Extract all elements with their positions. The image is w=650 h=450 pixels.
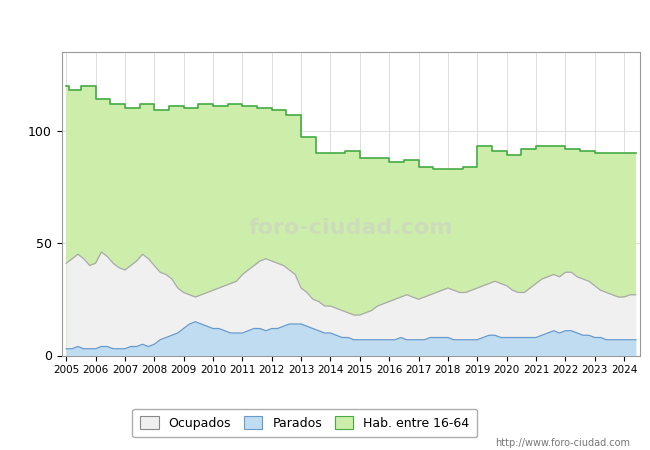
Text: Les Oluges - Evolucion de la poblacion en edad de Trabajar Mayo de 2024: Les Oluges - Evolucion de la poblacion e… xyxy=(79,17,571,30)
Legend: Ocupados, Parados, Hab. entre 16-64: Ocupados, Parados, Hab. entre 16-64 xyxy=(133,409,477,437)
Text: http://www.foro-ciudad.com: http://www.foro-ciudad.com xyxy=(495,438,630,448)
Text: foro-ciudad.com: foro-ciudad.com xyxy=(249,218,453,238)
